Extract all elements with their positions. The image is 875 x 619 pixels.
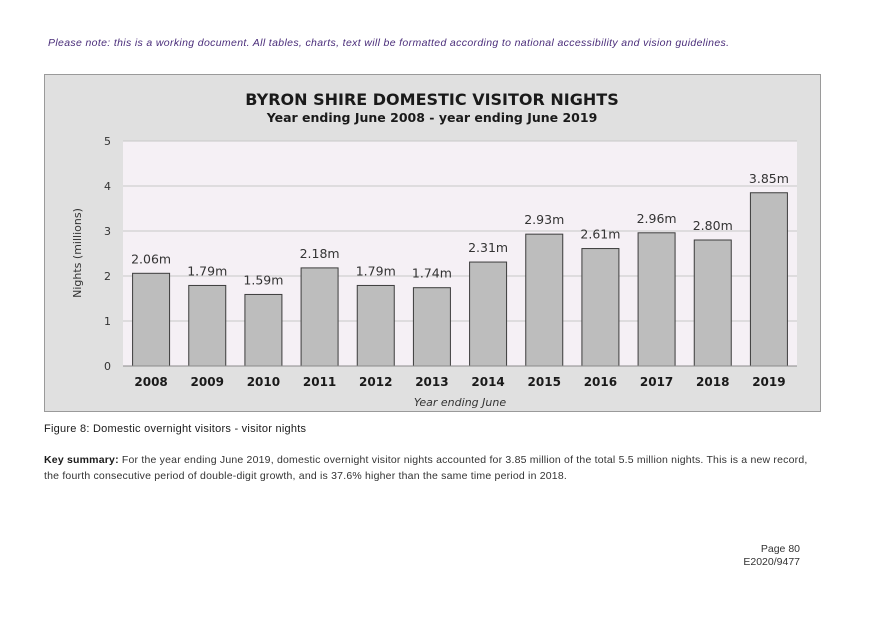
x-tick-label-2012: 2012: [359, 375, 392, 389]
data-labels: 2.06m 1.79m 1.59m 2.18m 1.79m 1.74m 2.31m 2.93m…: [131, 171, 789, 288]
x-tick-label-2017: 2017: [640, 375, 673, 389]
bars: [132, 192, 788, 367]
data-label-2018: 2.80m: [693, 218, 733, 233]
x-tick-label-2015: 2015: [528, 375, 561, 389]
x-tick-label-2009: 2009: [191, 375, 224, 389]
bar-2009: [188, 284, 227, 367]
bar-2015: [525, 233, 564, 367]
data-label-2012: 1.79m: [356, 263, 396, 278]
bar-2013: [412, 287, 451, 367]
y-axis-label: Nights (millions): [71, 208, 84, 298]
bar-2012: [356, 284, 395, 367]
figure-caption: Figure 8: Domestic overnight visitors - …: [44, 423, 307, 435]
x-axis-ticks: 2008 2009 2010 2011 2012 2013 2014 2015 2016 2017…: [134, 375, 785, 389]
x-tick-label-2010: 2010: [247, 375, 280, 389]
x-tick-label-2014: 2014: [471, 375, 504, 389]
bar-2017: [637, 232, 676, 367]
bar-2016: [581, 248, 620, 367]
data-label-2014: 2.31m: [468, 240, 508, 255]
document-reference: E2020/9477: [743, 556, 800, 568]
data-label-2013: 1.74m: [412, 266, 452, 281]
page-footer: Page 80 E2020/9477: [743, 543, 800, 569]
x-tick-label-2018: 2018: [696, 375, 729, 389]
chart-container: BYRON SHIRE DOMESTIC VISITOR NIGHTS Year…: [44, 74, 821, 412]
working-document-note: Please note: this is a working document.…: [48, 37, 730, 49]
visitor-nights-bar-chart: BYRON SHIRE DOMESTIC VISITOR NIGHTS Year…: [71, 90, 797, 409]
x-tick-label-2016: 2016: [584, 375, 617, 389]
bar-2014: [469, 261, 508, 367]
data-label-2016: 2.61m: [580, 227, 620, 242]
bar-2008: [132, 272, 171, 367]
key-summary-text: For the year ending June 2019, domestic …: [44, 454, 808, 482]
plot-area: [123, 141, 797, 366]
key-summary-label: Key summary:: [44, 454, 119, 466]
data-label-2008: 2.06m: [131, 251, 171, 266]
bar-2011: [300, 267, 339, 367]
y-tick-label: 5: [104, 135, 111, 148]
data-label-2010: 1.59m: [243, 272, 283, 287]
y-tick-label: 2: [104, 270, 111, 283]
chart-title: BYRON SHIRE DOMESTIC VISITOR NIGHTS: [245, 90, 618, 109]
bar-2010: [244, 293, 283, 367]
data-label-2009: 1.79m: [187, 263, 227, 278]
key-summary: Key summary: For the year ending June 20…: [44, 452, 814, 484]
x-tick-label-2019: 2019: [752, 375, 785, 389]
y-tick-label: 1: [104, 315, 111, 328]
chart-subtitle: Year ending June 2008 - year ending June…: [266, 110, 598, 125]
x-tick-label-2011: 2011: [303, 375, 336, 389]
data-label-2019: 3.85m: [749, 171, 789, 186]
bar-2019: [749, 192, 788, 367]
y-tick-label: 0: [104, 360, 111, 373]
x-axis-label: Year ending June: [414, 396, 506, 409]
y-tick-label: 4: [104, 180, 111, 193]
bar-2018: [693, 239, 732, 367]
y-tick-label: 3: [104, 225, 111, 238]
page-number: Page 80: [760, 543, 800, 555]
data-label-2011: 2.18m: [300, 246, 340, 261]
x-tick-label-2008: 2008: [134, 375, 167, 389]
y-axis-ticks: 0 1 2 3 4 5: [104, 135, 111, 373]
gridlines: [123, 140, 797, 322]
data-label-2017: 2.96m: [637, 211, 677, 226]
data-label-2015: 2.93m: [524, 212, 564, 227]
x-tick-label-2013: 2013: [415, 375, 448, 389]
